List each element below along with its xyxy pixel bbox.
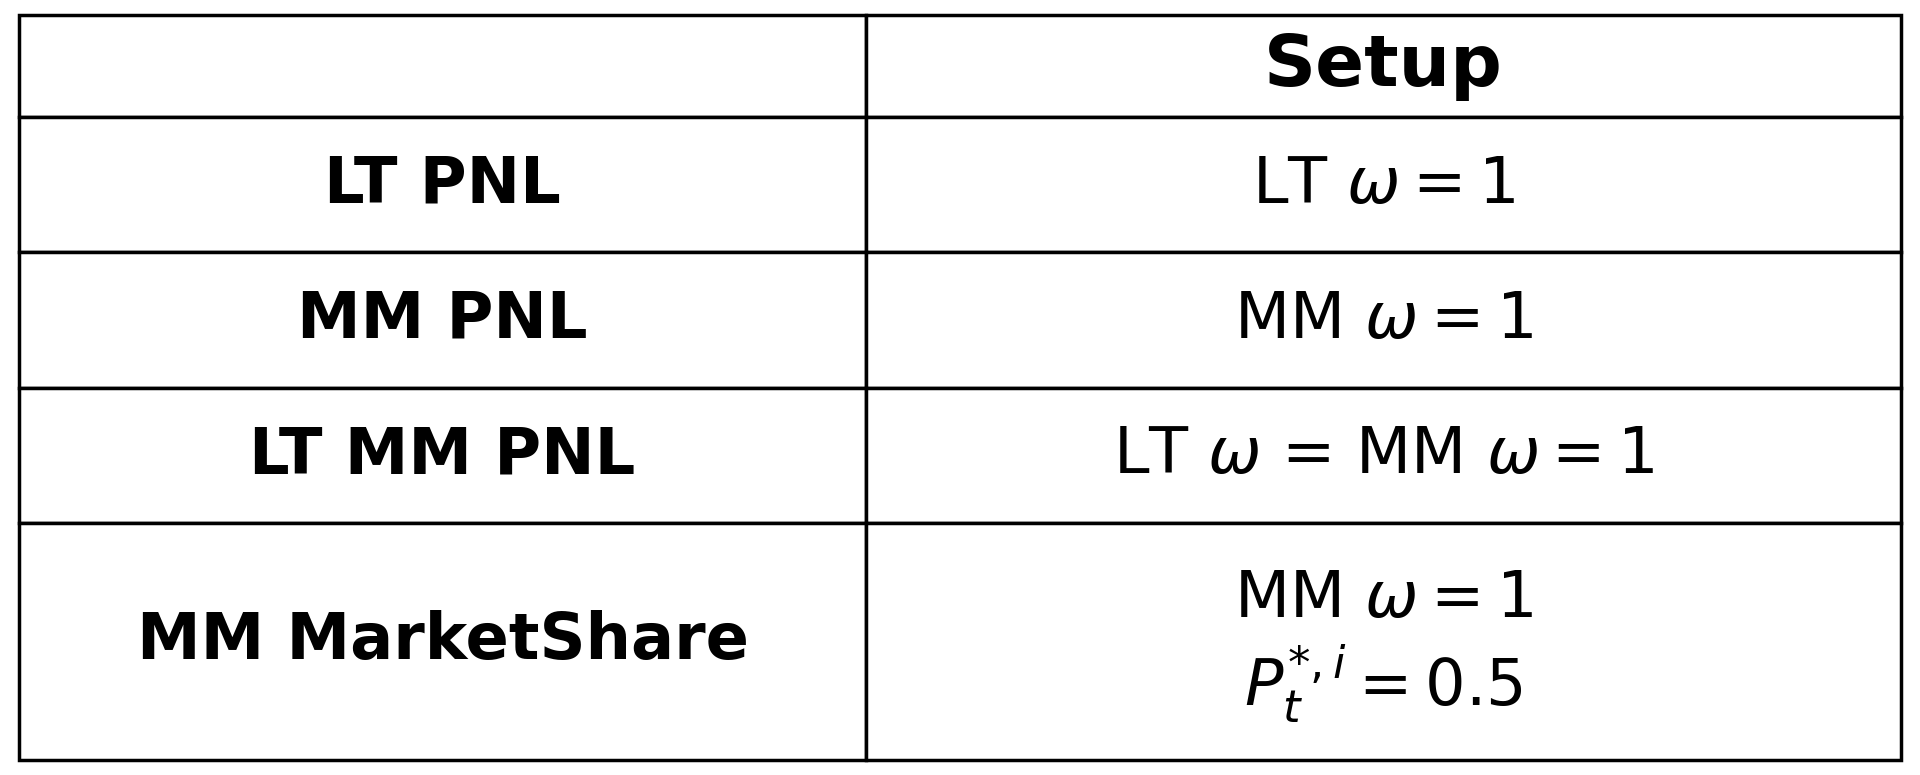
- Text: MM PNL: MM PNL: [298, 289, 588, 351]
- Bar: [19, 523, 866, 760]
- Bar: [866, 252, 1901, 388]
- Text: $P_t^{*,i} = 0.5$: $P_t^{*,i} = 0.5$: [1244, 642, 1523, 725]
- Text: LT $\omega$ = MM $\omega = 1$: LT $\omega$ = MM $\omega = 1$: [1112, 424, 1655, 486]
- Text: MM $\omega = 1$: MM $\omega = 1$: [1235, 567, 1532, 629]
- Text: Setup: Setup: [1263, 32, 1503, 101]
- Text: LT MM PNL: LT MM PNL: [250, 424, 636, 486]
- Bar: [19, 16, 866, 117]
- Text: LT $\omega = 1$: LT $\omega = 1$: [1252, 153, 1515, 215]
- Text: MM $\omega = 1$: MM $\omega = 1$: [1235, 289, 1532, 351]
- Bar: [866, 523, 1901, 760]
- Bar: [19, 252, 866, 388]
- Bar: [19, 388, 866, 523]
- Bar: [866, 117, 1901, 252]
- Text: MM MarketShare: MM MarketShare: [136, 610, 749, 672]
- Bar: [19, 117, 866, 252]
- Bar: [866, 388, 1901, 523]
- Text: LT PNL: LT PNL: [324, 153, 561, 215]
- Bar: [866, 16, 1901, 117]
